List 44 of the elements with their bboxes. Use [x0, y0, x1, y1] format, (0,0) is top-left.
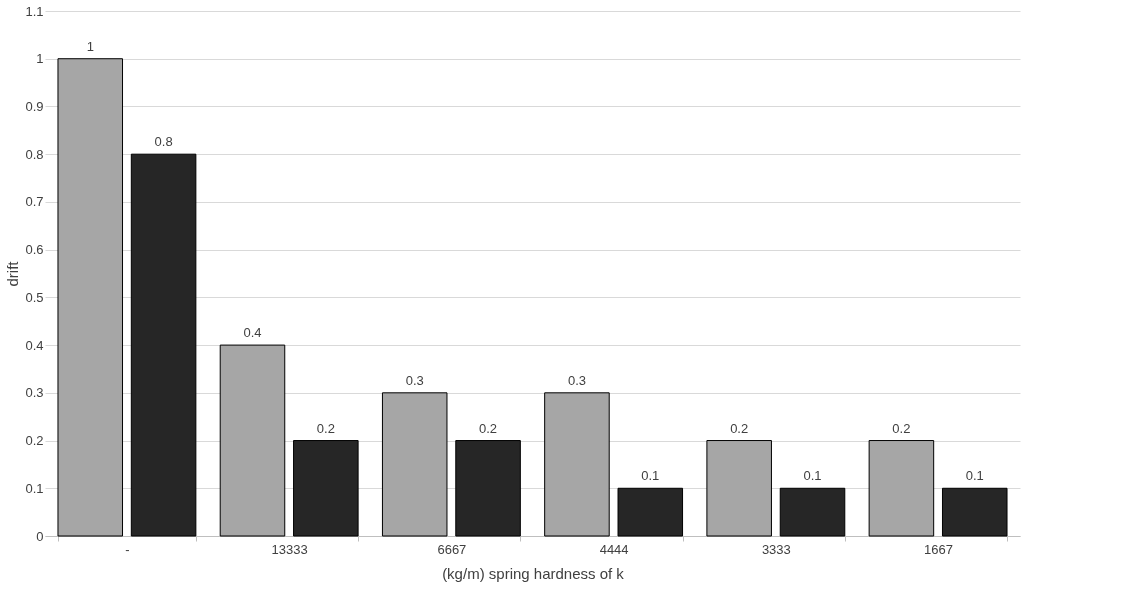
y-tick-label: 0.6	[25, 242, 44, 258]
bar	[617, 487, 684, 537]
y-tick-label: 0.4	[25, 337, 44, 353]
x-tick-label: 6667	[437, 541, 467, 557]
bar	[868, 440, 935, 537]
data-label: 1	[86, 38, 94, 54]
bar	[544, 392, 610, 537]
data-label: 0.4	[243, 325, 262, 341]
bar	[130, 153, 197, 537]
bar	[779, 487, 846, 537]
bar	[381, 392, 448, 537]
x-tick-label: 3333	[761, 541, 791, 557]
y-tick-label: 1.1	[25, 3, 44, 19]
bar	[706, 440, 772, 537]
y-tick-label: 0.3	[25, 385, 44, 401]
bar	[57, 58, 124, 537]
y-axis-title: drift	[4, 260, 22, 287]
data-label: 0.3	[567, 372, 586, 388]
bar	[455, 440, 521, 537]
x-axis-title: (kg/m) spring hardness of k	[442, 564, 625, 582]
data-label: 0.8	[154, 134, 173, 150]
data-label: 0.2	[479, 420, 498, 436]
y-tick-label: 0.1	[25, 480, 44, 496]
data-label: 0.1	[803, 468, 822, 484]
y-tick-label: 0	[36, 528, 44, 544]
y-tick-label: 0.7	[25, 194, 44, 210]
x-tick-label: 13333	[271, 541, 308, 557]
data-label: 0.3	[405, 372, 424, 388]
bar	[941, 487, 1008, 537]
data-label: 0.1	[965, 468, 984, 484]
data-label: 0.1	[641, 468, 660, 484]
x-tick-label: 4444	[599, 541, 629, 557]
y-tick-label: 0.2	[25, 433, 44, 449]
y-tick-label: 0.5	[25, 289, 44, 305]
data-label: 0.2	[730, 420, 749, 436]
y-tick-label: 0.9	[25, 98, 44, 114]
x-tick-label: 1667	[924, 541, 954, 557]
x-tick-label: -	[125, 541, 130, 557]
data-label: 0.2	[316, 420, 335, 436]
y-tick-label: 1	[36, 51, 44, 67]
bar	[219, 344, 286, 537]
y-tick-label: 0.8	[25, 146, 44, 162]
bar	[293, 440, 359, 537]
data-label: 0.2	[892, 420, 911, 436]
